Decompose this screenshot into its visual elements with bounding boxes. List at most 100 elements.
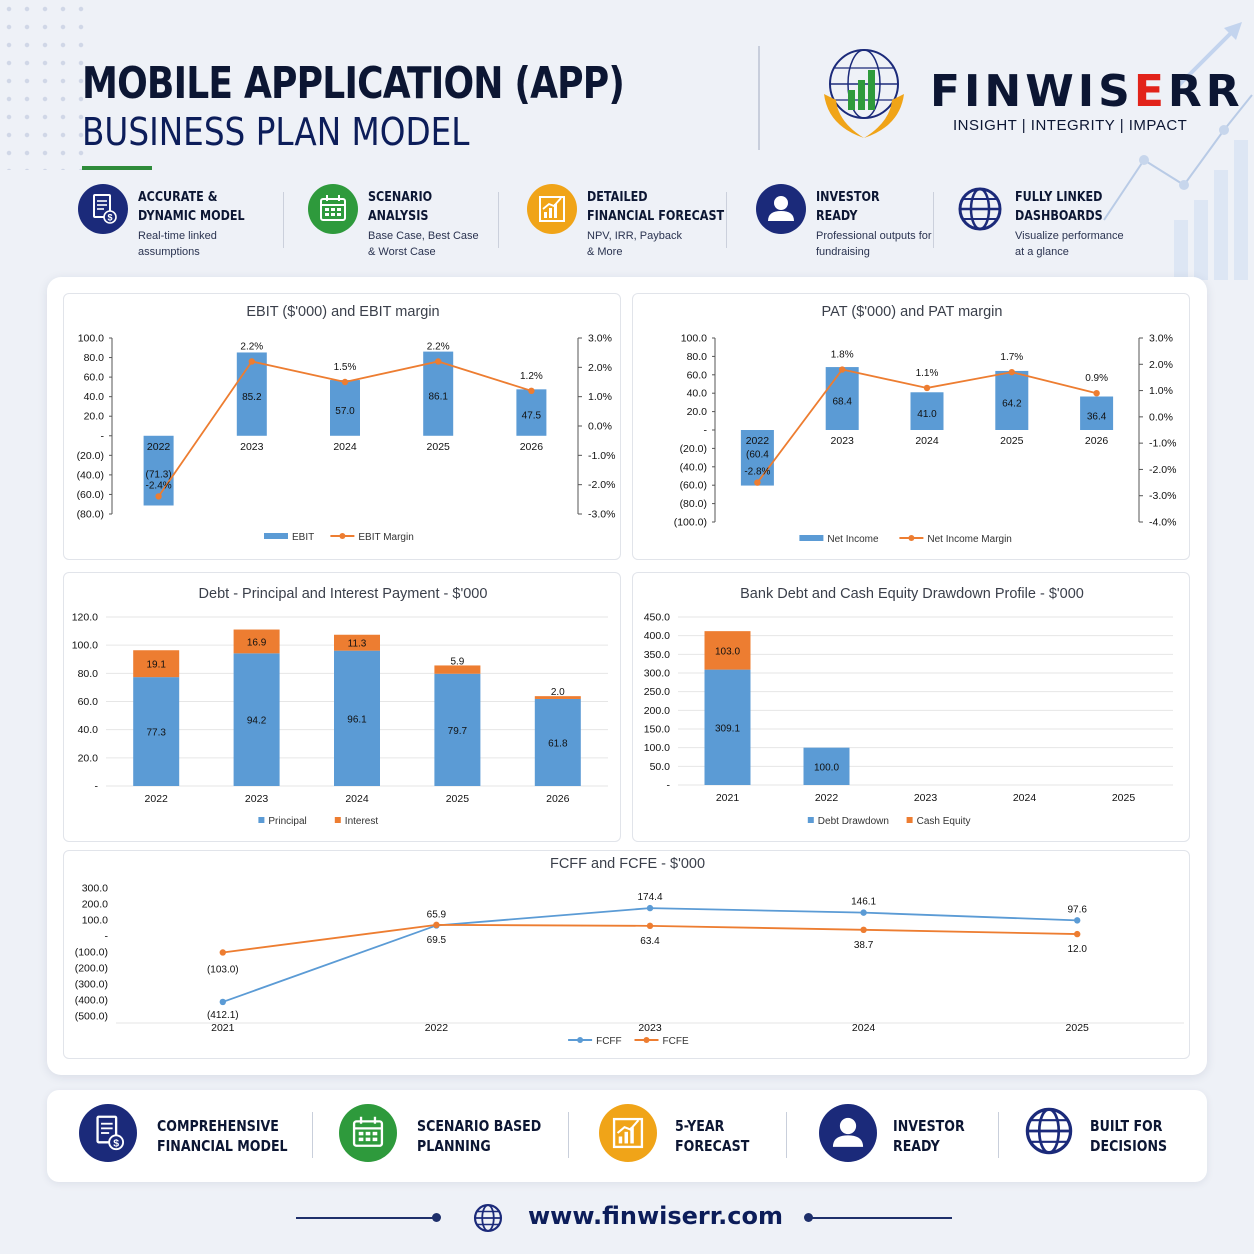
y-tick-label: 50.0 [650,761,671,773]
bar-ebit [423,351,454,436]
feature-title-line1: FULLY LINKED [1015,190,1103,205]
legend-swatch [334,817,341,823]
data-label: 63.4 [640,936,660,947]
feature-title-line2: ANALYSIS [368,209,429,224]
data-label: 146.1 [851,897,876,908]
data-label: 174.4 [637,892,662,903]
legend-label: Cash Equity [917,816,971,827]
y-tick-label: 200.0 [82,899,108,911]
pat-chart-svg: PAT ($'000) and PAT margin 100.0 80.0 60.0 4… [674,304,1177,545]
data-label: 309.1 [715,723,740,734]
y2-tick-label: -1.0% [1149,438,1176,450]
y2-tick-label: -2.0% [588,479,615,491]
data-label: 96.1 [347,714,367,725]
x-tick-label: 2022 [145,793,169,805]
line-point [860,926,867,934]
page-title: MOBILE APPLICATION (APP) [82,58,625,109]
data-label: 65.9 [427,909,447,920]
y-tick-label: (200.0) [75,963,108,975]
y2-tick-label: 1.0% [588,391,612,403]
y-tick-label: 150.0 [644,724,670,736]
bar-principal [133,677,180,786]
y2-tick-label: -3.0% [1149,490,1176,502]
header-divider [758,46,760,150]
y-tick-label: - [105,931,109,943]
y-tick-label: 60.0 [78,696,99,708]
y-tick-label: 350.0 [644,649,670,661]
line-point [1074,930,1081,938]
data-label: (412.1) [207,1010,239,1021]
website-link[interactable]: www.finwiserr.com [528,1202,784,1230]
bottom-item-line1: BUILT FOR [1090,1117,1163,1135]
data-label: 86.1 [428,392,448,403]
legend-swatch [807,817,814,823]
feature-title-line1: INVESTOR [816,190,880,205]
bottom-item-line2: DECISIONS [1090,1137,1168,1155]
y-tick-label: (400.0) [75,995,108,1007]
finwiserr-logo-icon [824,49,904,138]
brand-name: FINWISERR [930,66,1244,117]
line-point [341,378,349,386]
y2-tick-label: -2.0% [1149,464,1176,476]
data-label: (60.4 [746,450,769,461]
footer-rule-left [296,1217,438,1219]
y2-tick-label: -4.0% [1149,517,1176,529]
data-label: 38.7 [854,940,874,951]
y-tick-label: (80.0) [680,498,707,510]
feature-desc-line1: NPV, IRR, Payback [587,230,682,242]
y-tick-label: 80.0 [78,668,99,680]
data-label: 94.2 [247,716,267,727]
chart-title: Debt - Principal and Interest Payment - … [199,586,488,602]
data-label: 57.0 [335,406,355,417]
bar-cash-equity [704,631,751,670]
line-point [219,998,226,1006]
debt-chart-svg: Debt - Principal and Interest Payment - … [72,586,608,827]
x-tick-label: 2022 [746,435,770,447]
ebit-chart-svg: EBIT ($'000) and EBIT margin 100.0 80.0 60.… [77,304,616,543]
y-tick-label: 40.0 [84,391,105,403]
data-label: 69.5 [427,935,447,946]
line-point [923,384,931,392]
y2-tick-label: -3.0% [588,509,615,521]
y-tick-label: - [101,430,105,442]
x-tick-label: 2024 [915,435,939,447]
bar-principal [534,698,581,786]
x-tick-label: 2026 [1085,435,1109,447]
data-label: (103.0) [207,964,239,975]
feature-title-line2: DASHBOARDS [1015,209,1103,224]
x-tick-label: 2023 [245,793,269,805]
data-label: 85.2 [242,392,262,403]
legend-swatch-marker [908,535,915,541]
growth-arrow-decoration [1103,22,1253,280]
legend-swatch-marker [339,533,346,539]
y-tick-label: 300.0 [644,668,670,680]
globe-icon [955,184,1005,234]
data-label: 19.1 [146,660,166,671]
y-tick-label: 250.0 [644,686,670,698]
legend-swatch [258,817,265,823]
line-point [435,358,442,365]
feature-desc-line1: Base Case, Best Case [368,230,479,242]
brand-tagline: INSIGHT | INTEGRITY | IMPACT [953,117,1188,134]
brand-name-part3: RR [1167,66,1244,117]
globe-icon [1022,1104,1080,1162]
bottom-feature-bar: $ COMPREHENSIVE FINANCIAL MODEL SCENARIO … [47,1090,1207,1182]
y-tick-label: 40.0 [687,388,708,400]
y-tick-label: 80.0 [687,351,708,363]
x-tick-label: 2023 [638,1022,662,1034]
data-label: 103.0 [715,646,740,657]
feature-separator [283,192,284,248]
bar-debt-drawdown [803,747,850,785]
bar-ebit [330,380,360,436]
bar-net-income [740,430,774,486]
brand-name-part1: FINWIS [930,66,1134,117]
data-label: 2.0 [551,687,565,698]
brand-name-accent: E [1133,66,1168,117]
y-tick-label: 100.0 [72,640,98,652]
y-tick-label: (60.0) [680,480,707,492]
drawdown-chart-svg: Bank Debt and Cash Equity Drawdown Profi… [644,586,1173,827]
x-tick-label: 2026 [546,793,570,805]
x-tick-label: 2023 [831,435,855,447]
bar-net-income [910,392,944,430]
debt-chart-card: Debt - Principal and Interest Payment - … [63,572,621,842]
